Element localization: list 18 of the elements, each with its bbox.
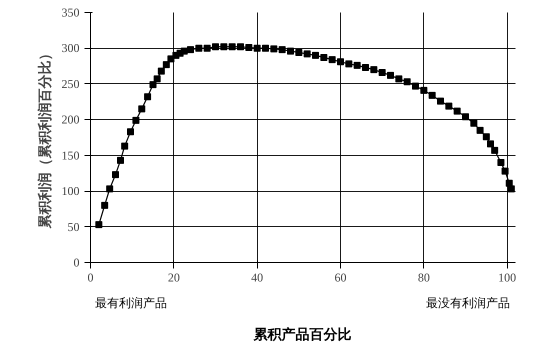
- y-tick-label: 350: [62, 6, 80, 20]
- text: 最没有利润产品: [426, 295, 510, 312]
- x-tick-label: 80: [418, 270, 430, 284]
- y-tick-label: 0: [74, 256, 80, 270]
- y-tick-label: 100: [62, 184, 80, 198]
- y-tick-label: 200: [62, 112, 80, 127]
- y-tick-label: 250: [62, 76, 80, 91]
- x-tick-label: 40: [251, 270, 264, 284]
- y-tick-label: 50: [68, 220, 80, 234]
- text: 最有利润产品: [95, 295, 167, 312]
- x-tick-label: 0: [88, 270, 94, 284]
- y-tick-label: 300: [62, 41, 80, 56]
- x-axis-title: 累积产品百分比: [254, 326, 352, 345]
- x-tick-label: 60: [334, 270, 346, 284]
- y-tick-label: 150: [62, 148, 80, 162]
- x-tick-label: 100: [498, 270, 516, 284]
- x-tick-label: 20: [168, 270, 180, 284]
- y-axis-title: 累积利润（累积利润百分比）: [36, 46, 54, 230]
